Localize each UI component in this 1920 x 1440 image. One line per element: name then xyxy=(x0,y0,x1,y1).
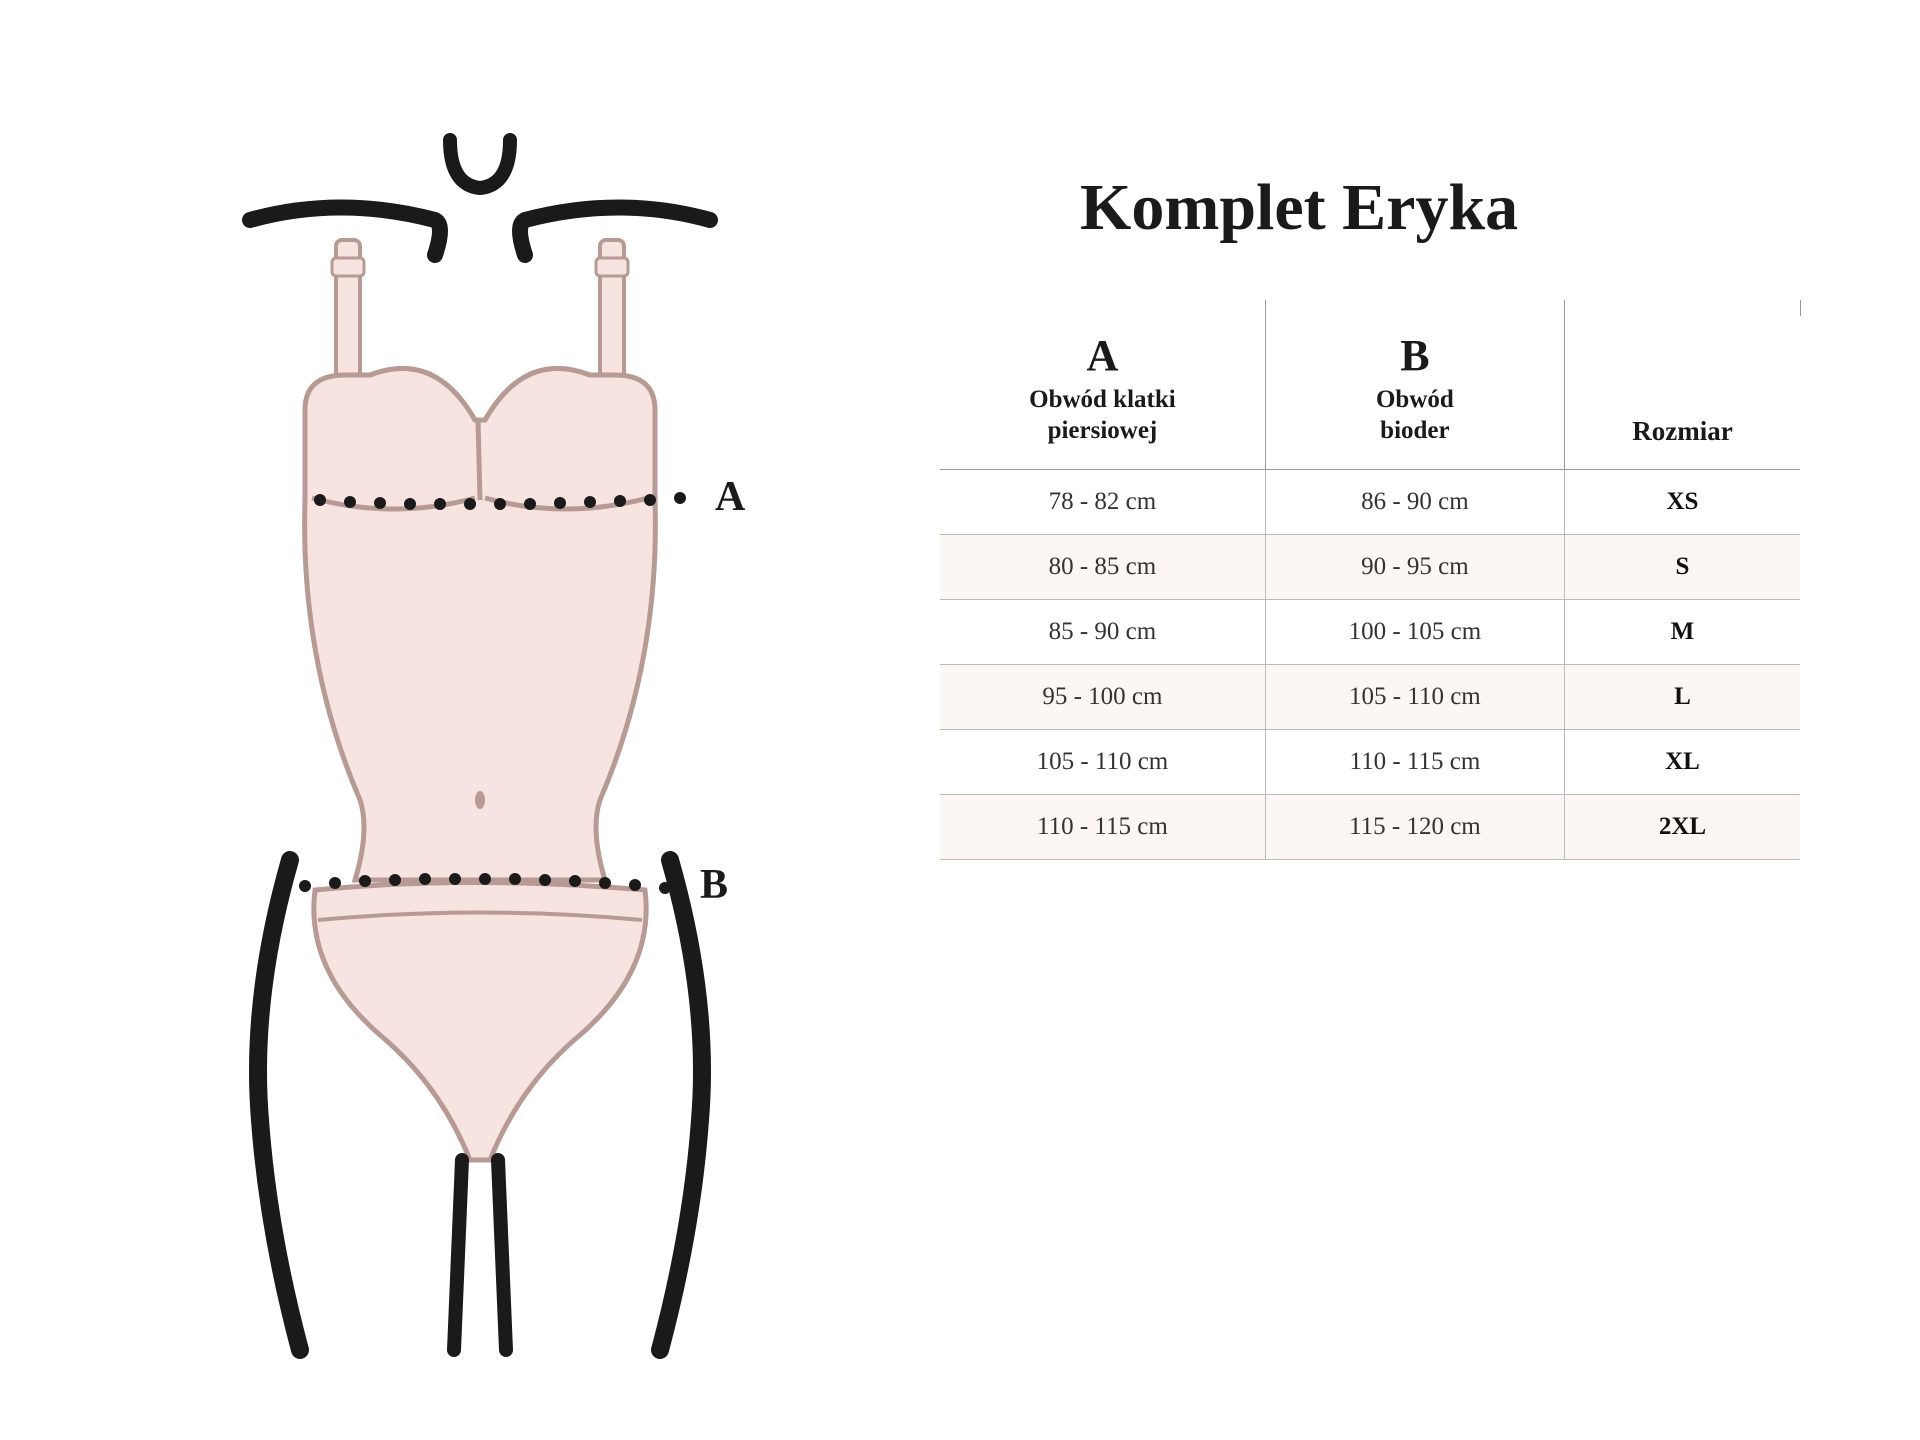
col-header-b: B Obwódbioder xyxy=(1265,316,1564,469)
table-row: 80 - 85 cm 90 - 95 cm S xyxy=(940,534,1800,599)
table-row: 110 - 115 cm 115 - 120 cm 2XL xyxy=(940,794,1800,859)
table-panel: Komplet Eryka A Obwód klatkipiersiowej B… xyxy=(860,80,1820,860)
table-row: 95 - 100 cm 105 - 110 cm L xyxy=(940,664,1800,729)
body-figure: A B xyxy=(140,100,820,1360)
col-header-a: A Obwód klatkipiersiowej xyxy=(940,316,1265,469)
col-b-sub: Obwódbioder xyxy=(1276,384,1554,447)
col-a-sub: Obwód klatkipiersiowej xyxy=(950,384,1255,447)
figure-panel: A B xyxy=(100,80,860,1360)
table-body: 78 - 82 cm 86 - 90 cm XS 80 - 85 cm 90 -… xyxy=(940,469,1800,859)
table-row: 78 - 82 cm 86 - 90 cm XS xyxy=(940,469,1800,534)
page-title: Komplet Eryka xyxy=(1080,170,1820,246)
marker-a-label: A xyxy=(715,474,746,520)
col-header-size: Rozmiar xyxy=(1564,316,1800,469)
marker-b-label: B xyxy=(700,862,728,908)
size-table: A Obwód klatkipiersiowej B Obwódbioder R… xyxy=(940,316,1800,860)
table-header-row: A Obwód klatkipiersiowej B Obwódbioder R… xyxy=(940,316,1800,469)
table-row: 85 - 90 cm 100 - 105 cm M xyxy=(940,599,1800,664)
table-row: 105 - 110 cm 110 - 115 cm XL xyxy=(940,729,1800,794)
